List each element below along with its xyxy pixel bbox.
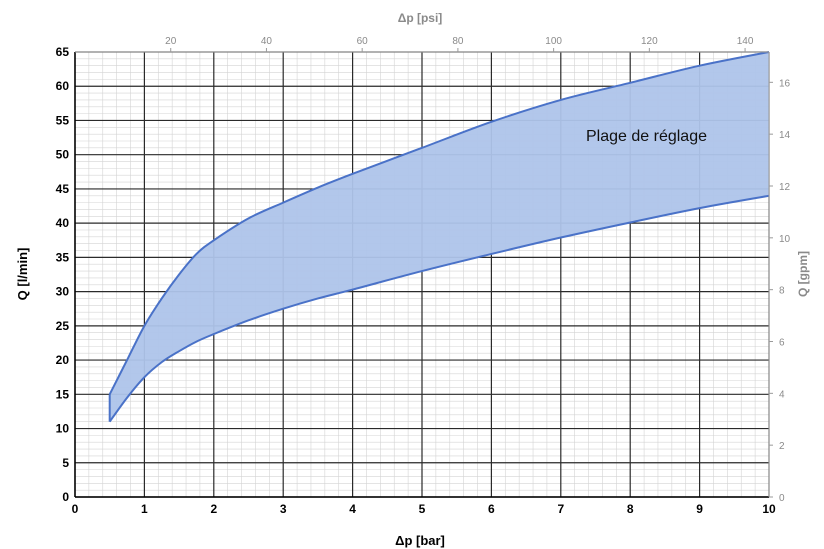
x-axis-title: Δp [bar] [395,533,445,548]
y2-tick-label: 6 [779,337,785,348]
y-tick-label: 35 [56,250,70,264]
y2-tick-label: 12 [779,182,791,193]
y2-tick-label: 8 [779,286,785,297]
y2-tick-label: 2 [779,441,785,452]
y2-axis-title: Q [gpm] [796,251,810,297]
x2-axis-title: Δp [psi] [398,11,443,25]
range-band-fill [109,52,769,422]
x2-tick-label: 140 [737,36,754,47]
x-tick-label: 10 [762,502,776,516]
y-tick-label: 0 [62,490,69,504]
y-tick-label: 65 [56,45,70,59]
y-tick-label: 10 [56,422,70,436]
x2-tick-label: 100 [545,36,562,47]
x-tick-label: 3 [280,502,287,516]
x-tick-label: 7 [557,502,564,516]
y-tick-label: 5 [62,456,69,470]
y-axis-title: Q [l/min] [15,248,30,301]
y2-tick-label: 16 [779,78,791,89]
y-tick-label: 20 [56,353,70,367]
y-tick-label: 45 [56,182,70,196]
x-tick-label: 6 [488,502,495,516]
y2-tick-label: 0 [779,493,785,504]
lower-curve [108,194,770,423]
x-tick-label: 5 [419,502,426,516]
y-tick-label: 15 [56,387,70,401]
x-tick-label: 9 [696,502,703,516]
x-tick-label: 1 [141,502,148,516]
annotation-label: Plage de réglage [586,128,707,145]
y2-tick-label: 14 [779,130,791,141]
upper-curve [108,51,770,395]
y-tick-label: 60 [56,79,70,93]
y2-tick-label: 4 [779,389,785,400]
x2-tick-label: 20 [165,36,177,47]
x-tick-label: 0 [72,502,79,516]
x-tick-label: 2 [210,502,217,516]
y-tick-label: 55 [56,113,70,127]
x2-tick-label: 60 [357,36,369,47]
y-tick-label: 25 [56,319,70,333]
range-band [108,51,770,423]
x2-tick-label: 40 [261,36,273,47]
y2-tick-label: 10 [779,234,791,245]
x2-tick-label: 120 [641,36,658,47]
y-tick-label: 50 [56,148,70,162]
axes [74,51,770,498]
y-tick-label: 30 [56,285,70,299]
tick-labels: 0 1 2 3 4 5 6 7 8 9 100510152025303540455055606520… [56,36,791,516]
x2-tick-label: 80 [452,36,464,47]
y-tick-label: 40 [56,216,70,230]
x-tick-label: 8 [627,502,634,516]
x-tick-label: 4 [349,502,356,516]
